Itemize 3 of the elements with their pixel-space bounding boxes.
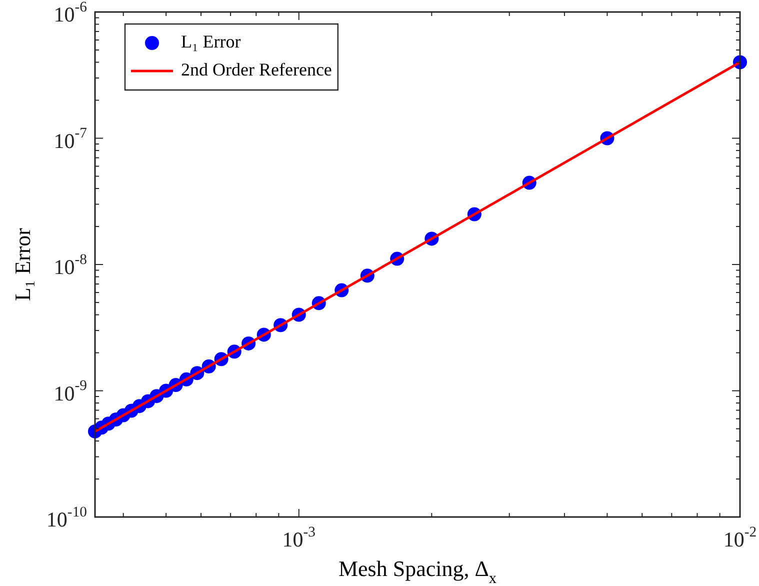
legend-label: 2nd Order Reference [181,60,332,80]
legend-label: L₁ Error [181,32,241,52]
y-axis-title: L₁ Error [10,227,35,302]
